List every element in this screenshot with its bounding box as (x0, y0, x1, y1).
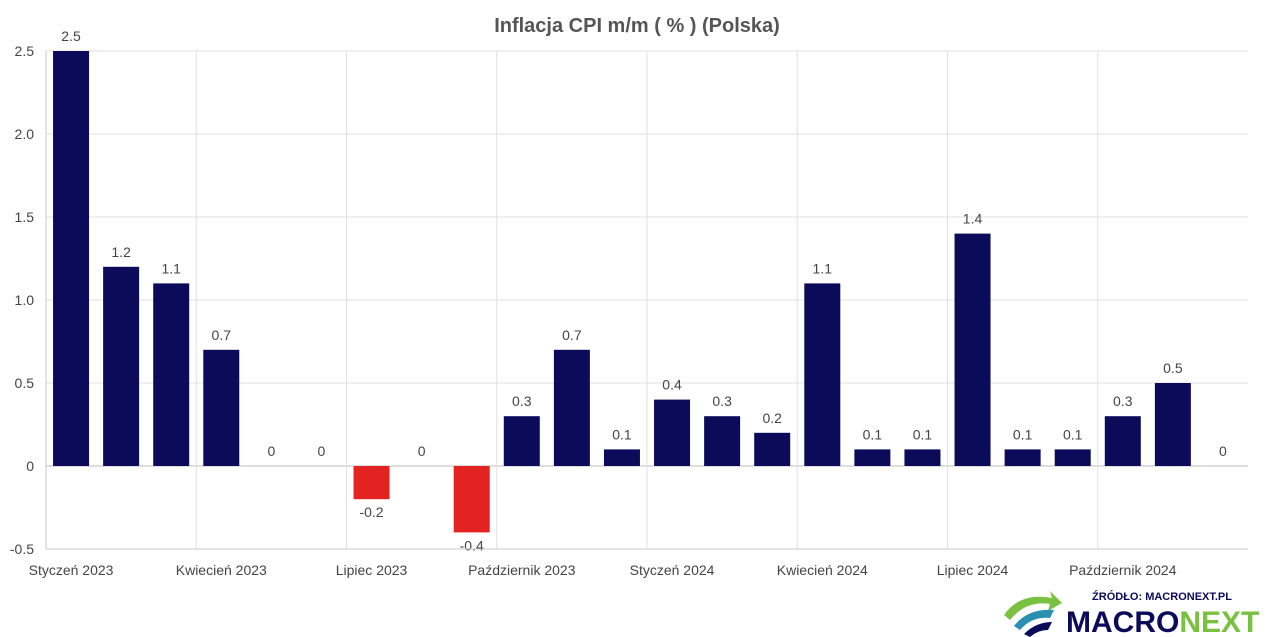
data-label: 0.1 (612, 426, 632, 442)
bars-layer (53, 51, 1191, 533)
y-tick-label: -0.5 (10, 541, 34, 557)
bar (1104, 416, 1141, 466)
bar (804, 283, 841, 466)
bar (954, 233, 991, 466)
y-tick-label: 1.0 (15, 292, 35, 308)
bar (654, 399, 691, 466)
data-label: -0.2 (359, 504, 383, 520)
x-tick-label: Kwiecień 2024 (777, 562, 868, 578)
data-label: 0.3 (1113, 393, 1133, 409)
bar (53, 51, 90, 466)
data-label: 1.4 (963, 211, 983, 227)
bar (203, 349, 240, 466)
y-tick-label: 0 (26, 458, 34, 474)
data-label: 1.1 (161, 260, 181, 276)
y-tick-label: 2.0 (15, 126, 35, 142)
data-label: 0 (267, 443, 275, 459)
bar (553, 349, 590, 466)
data-label: 0 (1219, 443, 1227, 459)
source-label: ŹRÓDŁO: MACRONEXT.PL (1092, 590, 1232, 603)
x-tick-label: Październik 2024 (1069, 562, 1177, 578)
data-label: 0 (418, 443, 426, 459)
data-label: 0.1 (1013, 426, 1033, 442)
data-label: -0.4 (460, 537, 484, 553)
bar (904, 449, 941, 466)
y-tick-label: 1.5 (15, 209, 35, 225)
y-tick-label: 0.5 (15, 375, 35, 391)
data-label: 0.7 (562, 327, 582, 343)
chart-title: Inflacja CPI m/m ( % ) (Polska) (494, 15, 780, 37)
bar (153, 283, 190, 466)
source-logo: ŹRÓDŁO: MACRONEXT.PL MACRONEXT (1004, 590, 1259, 637)
bar (854, 449, 891, 466)
data-label: 0.5 (1163, 360, 1183, 376)
data-label: 2.5 (61, 28, 81, 44)
labels-layer: 2.5 1.2 1.1 0.7 0 0 -0.2 0 -0.4 0.3 0.7 0.1 0.4 0.3 0.… (61, 28, 1227, 553)
bar (503, 416, 540, 466)
x-tick-label: Lipiec 2023 (336, 562, 408, 578)
data-label: 1.1 (813, 260, 833, 276)
x-tick-label: Styczeń 2024 (630, 562, 715, 578)
bar (603, 449, 640, 466)
data-label: 0.2 (762, 410, 782, 426)
data-label: 0.3 (512, 393, 532, 409)
bar (754, 432, 791, 466)
bar (1054, 449, 1091, 466)
bar (704, 416, 741, 466)
x-tick-label: Kwiecień 2023 (176, 562, 267, 578)
x-tick-label: Styczeń 2023 (29, 562, 114, 578)
bar (1154, 383, 1191, 466)
macronext-brand-part1: MACRO (1066, 606, 1179, 637)
data-label: 0.1 (863, 426, 883, 442)
bar (353, 466, 390, 500)
x-tick-label: Październik 2023 (468, 562, 576, 578)
macronext-brand-part2: NEXT (1179, 606, 1259, 637)
bar (1004, 449, 1041, 466)
axis-layer: 2.5 2.0 1.5 1.0 0.5 0 -0.5 Styczeń 2023 Kwiecień… (10, 43, 1248, 578)
data-label: 0.1 (1063, 426, 1083, 442)
data-label: 0.4 (662, 377, 682, 393)
bar (103, 266, 140, 466)
data-label: 0.7 (212, 327, 232, 343)
grid-layer (46, 50, 1248, 550)
bar (453, 466, 490, 533)
data-label: 0.1 (913, 426, 933, 442)
data-label: 0 (318, 443, 326, 459)
y-tick-label: 2.5 (15, 43, 35, 59)
x-tick-label: Lipiec 2024 (937, 562, 1009, 578)
macronext-arrow-icon (1004, 591, 1062, 637)
data-label: 0.3 (712, 393, 732, 409)
data-label: 1.2 (111, 244, 131, 260)
macronext-brand: MACRONEXT (1066, 606, 1259, 637)
